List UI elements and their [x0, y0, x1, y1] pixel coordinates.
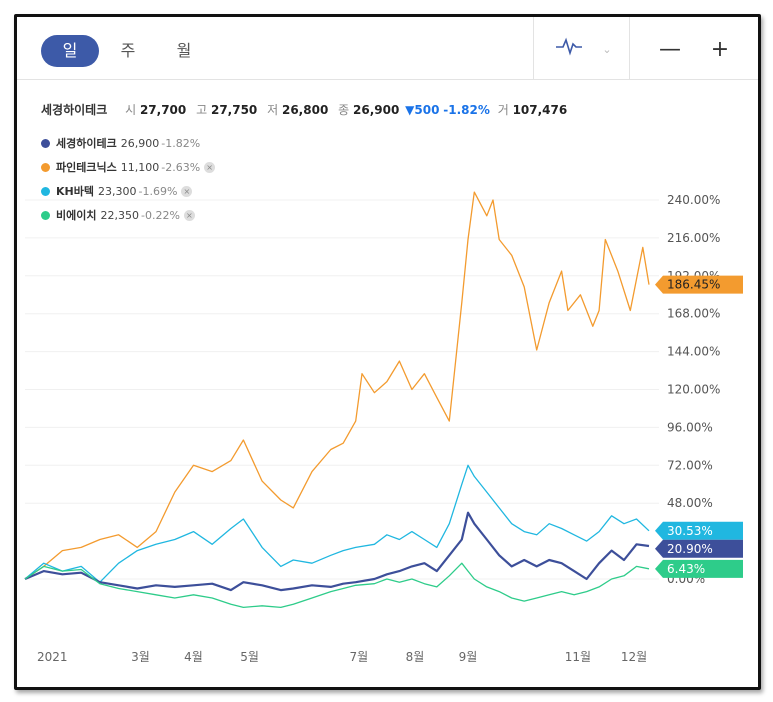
last-value-label: 186.45% — [667, 278, 720, 292]
period-monthly-button[interactable]: 월 — [176, 41, 192, 60]
x-tick-label: 11월 — [565, 650, 591, 664]
legend-pct: -1.69% — [138, 184, 178, 198]
zoom-in-button[interactable]: + — [710, 37, 730, 62]
open-value: 27,700 — [139, 103, 187, 117]
legend-name: 세경하이테크 — [56, 137, 117, 150]
x-tick-label: 8월 — [406, 650, 425, 664]
chart-legend: 세경하이테크 26,900 -1.82% 파인테크닉스 11,100 -2.63% × KH바… — [41, 131, 216, 227]
last-value-tag — [655, 539, 743, 558]
close-label: 종 — [338, 103, 350, 117]
remove-series-icon[interactable]: × — [181, 185, 193, 197]
y-tick-label: 48.00% — [667, 496, 713, 510]
chart-type-icon[interactable] — [553, 35, 585, 65]
stock-name: 세경하이테크 — [41, 103, 108, 117]
remove-series-icon[interactable]: × — [183, 209, 195, 221]
x-tick-label: 4월 — [184, 650, 203, 664]
x-tick-label: 5월 — [240, 650, 259, 664]
legend-item[interactable]: 비에이치 22,350 -0.22% × — [41, 203, 215, 227]
period-daily-button[interactable]: 일 — [41, 35, 99, 67]
legend-pct: -2.63% — [161, 160, 201, 174]
x-tick-label: 7월 — [349, 650, 368, 664]
x-tick-label: 9월 — [459, 650, 478, 664]
legend-name: 비에이치 — [56, 209, 97, 222]
legend-name: 파인테크닉스 — [56, 161, 117, 174]
legend-price: 22,350 — [100, 208, 139, 222]
last-value-tag — [655, 559, 743, 578]
chevron-down-icon[interactable]: ⌄ — [602, 43, 612, 56]
volume-value: 107,476 — [512, 103, 568, 117]
last-value-tag — [655, 275, 743, 294]
y-tick-label: 120.00% — [667, 383, 720, 397]
x-tick-label: 12월 — [621, 650, 647, 664]
last-value-label: 30.53% — [667, 524, 713, 538]
legend-item[interactable]: 세경하이테크 26,900 -1.82% — [41, 131, 215, 155]
period-weekly-button[interactable]: 주 — [120, 41, 136, 60]
high-value: 27,750 — [210, 103, 258, 117]
x-tick-label: 2021 — [37, 650, 68, 664]
chart-toolbar: 일 주 월 ⌄ — + — [17, 17, 758, 80]
change-value: ▼500 — [405, 103, 440, 117]
close-value: 26,900 — [353, 103, 400, 117]
chart-frame: 일 주 월 ⌄ — + 세경하이테크 시 27,700 고 27,750 저 2… — [14, 14, 761, 690]
legend-price: 23,300 — [97, 184, 137, 198]
open-label: 시 — [125, 103, 137, 117]
toolbar-divider — [533, 17, 534, 79]
y-tick-label: 144.00% — [667, 345, 720, 359]
series-line — [24, 562, 650, 609]
remove-series-icon[interactable]: × — [204, 161, 216, 173]
legend-color-dot — [41, 186, 50, 196]
series-line — [24, 511, 650, 592]
zoom-out-button[interactable]: — — [659, 37, 681, 62]
low-value: 26,800 — [281, 103, 329, 117]
series-line — [24, 464, 650, 583]
y-tick-label: 216.00% — [667, 231, 720, 245]
legend-name: KH바텍 — [56, 185, 94, 198]
low-label: 저 — [267, 103, 279, 117]
pulse-icon — [556, 37, 582, 56]
price-summary: 세경하이테크 시 27,700 고 27,750 저 26,800 종 26,9… — [41, 101, 569, 118]
legend-color-dot — [41, 162, 50, 172]
last-value-label: 6.43% — [667, 562, 705, 576]
y-tick-label: 168.00% — [667, 307, 720, 321]
x-tick-label: 3월 — [131, 650, 150, 664]
y-tick-label: 96.00% — [667, 420, 713, 434]
legend-pct: -1.82% — [161, 136, 201, 150]
legend-color-dot — [41, 138, 50, 148]
legend-item[interactable]: 파인테크닉스 11,100 -2.63% × — [41, 155, 216, 179]
y-tick-label: 72.00% — [667, 458, 713, 472]
last-value-tag — [655, 521, 743, 540]
y-tick-label: 240.00% — [667, 193, 720, 207]
toolbar-divider-2 — [629, 17, 630, 79]
legend-color-dot — [41, 210, 50, 220]
legend-price: 26,900 — [120, 136, 160, 150]
last-value-label: 20.90% — [667, 542, 713, 556]
change-pct: -1.82% — [443, 103, 490, 117]
legend-price: 11,100 — [120, 160, 160, 174]
volume-label: 거 — [497, 103, 509, 117]
comparison-line-chart: 0.00%48.00%72.00%96.00%120.00%144.00%168… — [24, 191, 743, 664]
high-label: 고 — [196, 103, 208, 117]
legend-pct: -0.22% — [140, 208, 180, 222]
legend-item[interactable]: KH바텍 23,300 -1.69% × — [41, 179, 215, 203]
series-line — [24, 191, 650, 580]
